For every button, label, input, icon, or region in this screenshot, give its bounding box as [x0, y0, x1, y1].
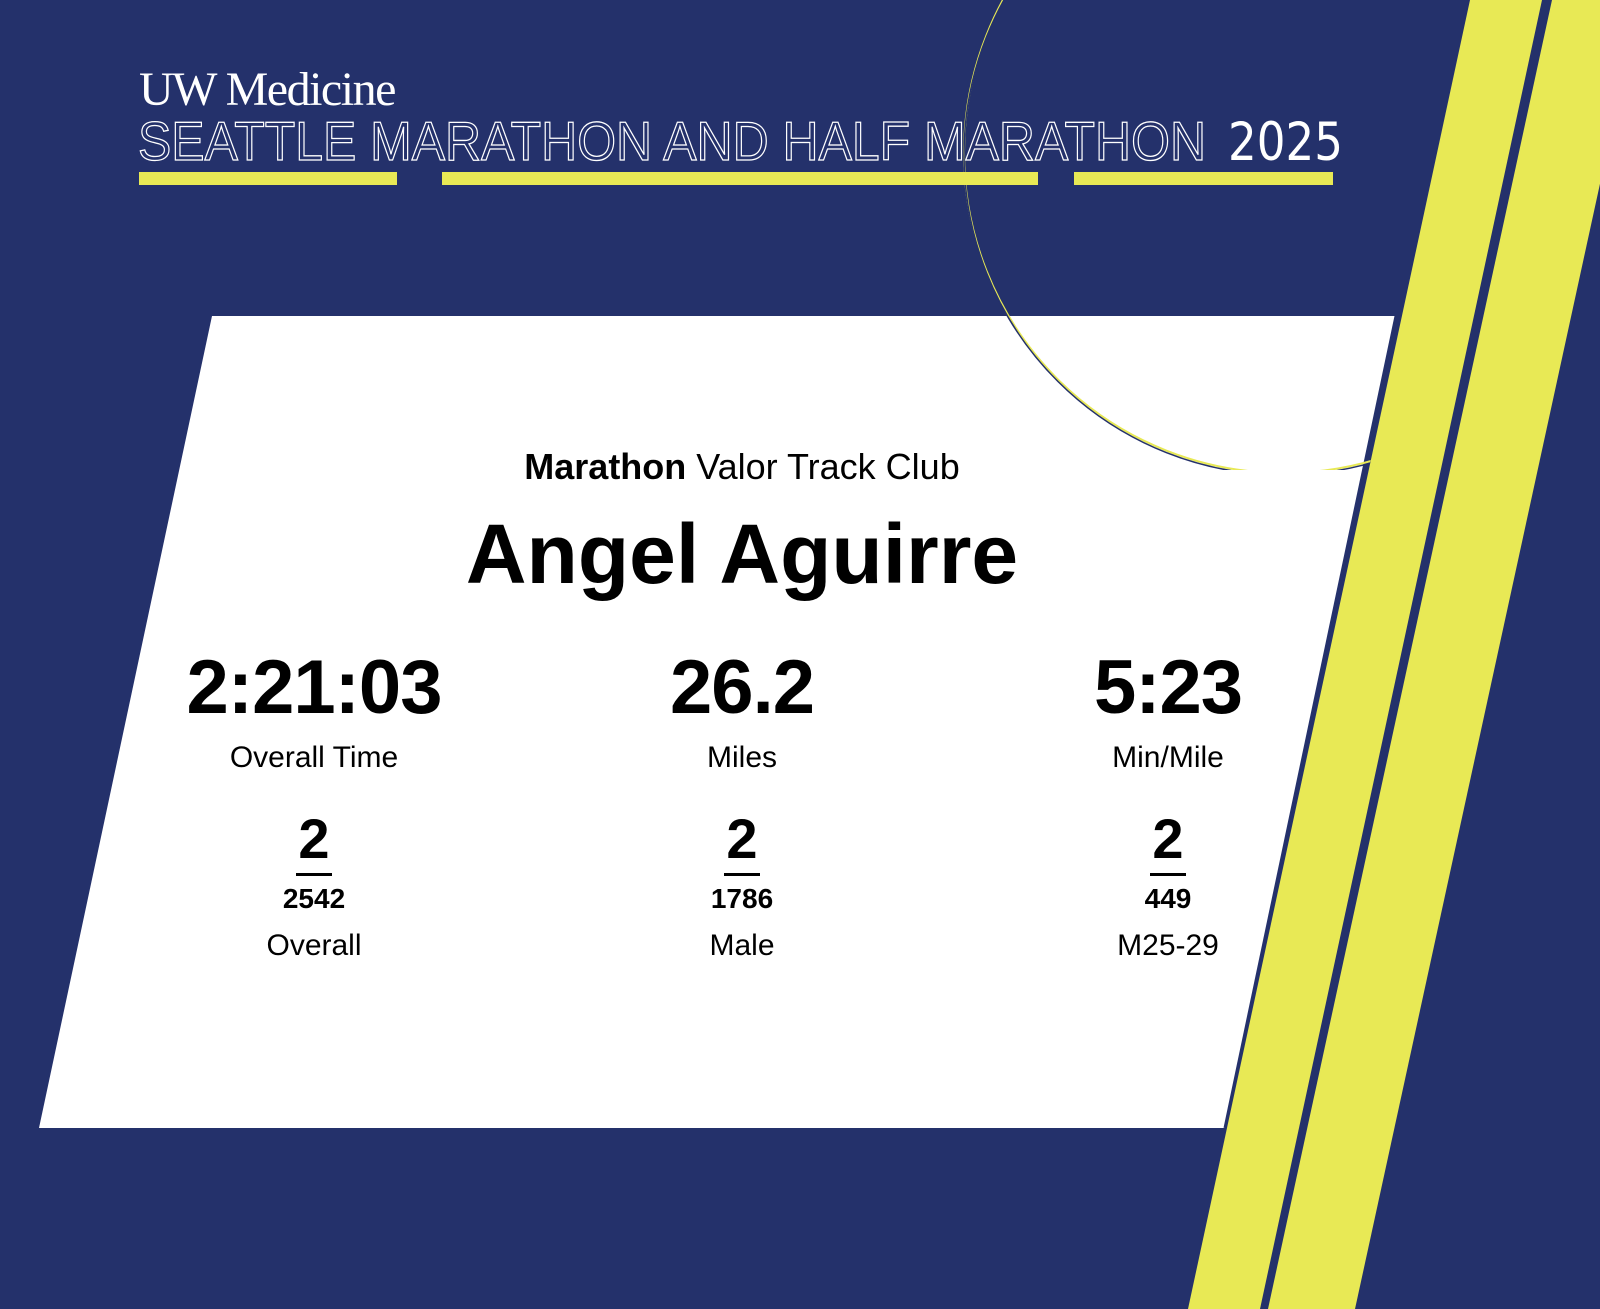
gender-total: 1786 [710, 883, 774, 914]
club-name: Valor Track Club [696, 446, 960, 487]
overall-place: 2 [298, 807, 330, 870]
distance-value: 26.2 [670, 645, 815, 730]
event-header: SEATTLE MARATHON AND HALF MARATHON 2025 [137, 109, 1343, 173]
race-and-club: Marathon Valor Track Club [524, 446, 959, 488]
runner-name: Angel Aguirre [465, 507, 1019, 601]
distance-label: Miles [706, 741, 778, 774]
brand-logo: UW Medicine [139, 63, 396, 116]
race-type: Marathon [524, 446, 687, 487]
overall-time-value: 2:21:03 [186, 645, 443, 730]
underline-1 [139, 172, 397, 185]
event-year: 2025 [1228, 112, 1343, 173]
underline-2 [442, 172, 1038, 185]
fraction-bar [1150, 873, 1186, 876]
event-title: SEATTLE MARATHON AND HALF MARATHON [138, 110, 1206, 172]
gender-place: 2 [726, 807, 758, 870]
underline-3 [1074, 172, 1333, 185]
age-group-place: 2 [1152, 807, 1184, 870]
overall-total: 2542 [282, 883, 346, 914]
age-group-total: 449 [1144, 883, 1192, 914]
pace-value: 5:23 [1093, 645, 1243, 730]
result-card [39, 316, 1396, 1128]
overall-category: Overall [266, 929, 362, 962]
fraction-bar [296, 873, 332, 876]
yellow-stripe-1 [1188, 0, 1542, 1309]
yellow-stripe-2 [1268, 0, 1600, 1309]
gender-category: Male [709, 929, 775, 962]
pace-label: Min/Mile [1112, 741, 1224, 774]
age-group-category: M25-29 [1117, 929, 1219, 962]
overall-time-label: Overall Time [229, 741, 399, 774]
fraction-bar [724, 873, 760, 876]
